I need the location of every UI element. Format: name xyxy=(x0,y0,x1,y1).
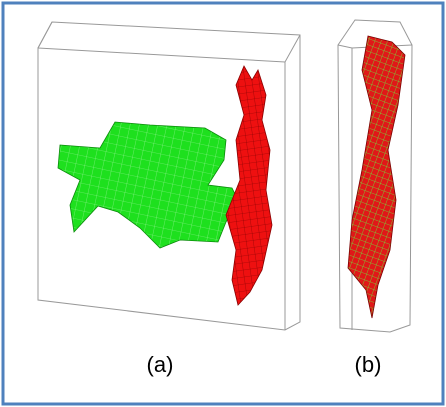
figure: (a) (b) xyxy=(0,0,446,407)
panel-label: (b) xyxy=(355,352,382,377)
panel-label: (a) xyxy=(147,352,174,377)
red-green-surface xyxy=(348,36,405,318)
panel-b-render xyxy=(338,20,412,332)
box-edge xyxy=(38,35,300,62)
red-surface xyxy=(226,66,272,305)
page: (a) (b) (() => { const data = JSON.parse… xyxy=(0,0,446,407)
box-edge xyxy=(38,22,52,48)
panel-a-render xyxy=(38,22,300,330)
green-surface xyxy=(58,122,238,248)
